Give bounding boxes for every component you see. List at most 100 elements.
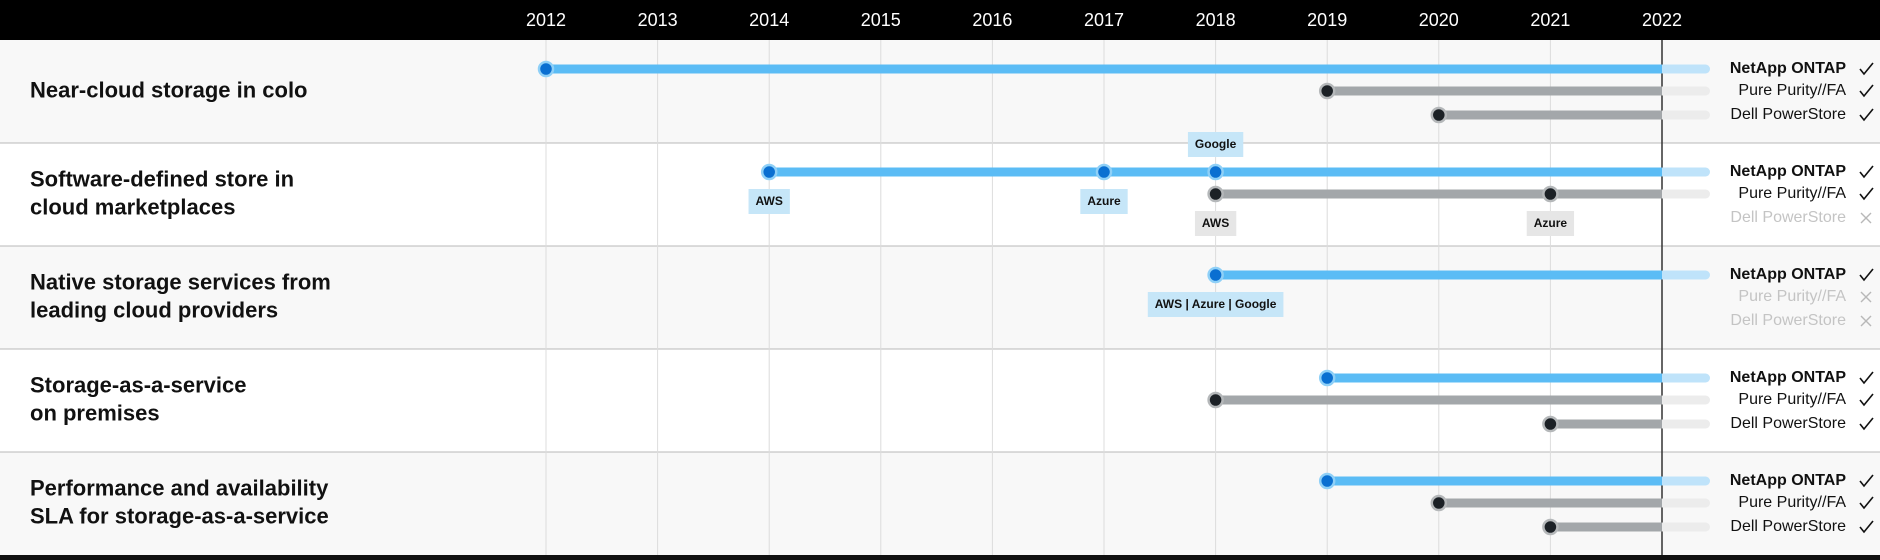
milestone-label: Google <box>1195 137 1237 151</box>
check-icon <box>1859 371 1874 385</box>
milestone-dot <box>1207 185 1224 203</box>
x-tick-label: 2021 <box>1530 10 1570 30</box>
check-icon <box>1859 520 1874 534</box>
milestone-dot <box>1542 415 1559 433</box>
cross-icon <box>1860 315 1872 327</box>
bar <box>1215 270 1662 280</box>
row-label: Software-defined store in <box>30 166 294 191</box>
row-background <box>0 246 1880 349</box>
milestone-dot <box>1318 82 1336 100</box>
milestone-dot <box>1318 472 1336 490</box>
bar-extension <box>1658 167 1710 177</box>
bar <box>1438 110 1662 120</box>
milestone-dot <box>1430 106 1448 124</box>
product-name: NetApp ONTAP <box>1730 60 1846 77</box>
bar-extension <box>1658 476 1710 486</box>
bar-extension <box>1658 498 1710 508</box>
milestone-dot <box>1430 494 1448 512</box>
milestone-label: AWS <box>756 194 783 208</box>
header-band <box>0 0 1880 40</box>
x-tick-label: 2020 <box>1419 10 1459 30</box>
bar <box>1327 476 1662 486</box>
product-name: Dell PowerStore <box>1730 209 1846 226</box>
x-tick-label: 2014 <box>749 10 789 30</box>
row-label: Near-cloud storage in colo <box>30 77 308 102</box>
milestone-label: Azure <box>1087 194 1121 208</box>
milestone-label-box <box>1194 211 1237 236</box>
product-name: NetApp ONTAP <box>1730 163 1846 180</box>
milestone-dot <box>760 163 778 181</box>
check-icon <box>1859 84 1874 98</box>
product-name: NetApp ONTAP <box>1730 266 1846 283</box>
check-icon <box>1859 496 1874 510</box>
product-name: Dell PowerStore <box>1730 106 1846 123</box>
milestone-label-box <box>748 189 790 214</box>
milestone-dot <box>1207 391 1224 409</box>
product-name: Dell PowerStore <box>1730 518 1846 535</box>
product-name: Dell PowerStore <box>1730 312 1846 329</box>
bar-extension <box>1658 86 1710 96</box>
bar <box>1550 522 1662 532</box>
bar <box>546 64 1662 74</box>
milestone-label: AWS | Azure | Google <box>1155 297 1277 311</box>
row-label: on premises <box>30 400 160 425</box>
check-icon <box>1859 108 1874 122</box>
product-name: Pure Purity//FA <box>1738 82 1846 99</box>
check-icon <box>1859 417 1874 431</box>
bar <box>1438 498 1662 508</box>
milestone-dot <box>1542 518 1559 536</box>
bar-extension <box>1658 522 1710 532</box>
bar <box>1550 419 1662 429</box>
check-icon <box>1859 62 1874 76</box>
marks: AWS Azure Google AWS Azure AWS | Azure | Goog… <box>537 60 1710 536</box>
product-name: Pure Purity//FA <box>1738 494 1846 511</box>
row-label: leading cloud providers <box>30 297 278 322</box>
bar-extension <box>1658 373 1710 383</box>
product-name: NetApp ONTAP <box>1730 472 1846 489</box>
milestone-dot <box>1542 185 1559 203</box>
milestone-dot <box>537 60 555 78</box>
x-tick-label: 2019 <box>1307 10 1347 30</box>
check-icon <box>1859 165 1874 179</box>
milestone-dot <box>1207 266 1224 284</box>
check-icon <box>1859 474 1874 488</box>
bar-extension <box>1658 189 1710 199</box>
product-name: Dell PowerStore <box>1730 415 1846 432</box>
bar <box>1215 189 1662 199</box>
check-icon <box>1859 268 1874 282</box>
bar <box>1327 86 1662 96</box>
milestone-label: Azure <box>1534 216 1568 230</box>
x-tick-label: 2013 <box>638 10 678 30</box>
milestone-label-box <box>1147 292 1284 317</box>
x-tick-label: 2015 <box>861 10 901 30</box>
bar-extension <box>1658 419 1710 429</box>
x-tick-label: 2017 <box>1084 10 1124 30</box>
product-name: Pure Purity//FA <box>1738 391 1846 408</box>
row-label: Native storage services from <box>30 269 331 294</box>
check-icon <box>1859 393 1874 407</box>
bar-extension <box>1658 270 1710 280</box>
bar-extension <box>1658 64 1710 74</box>
check-icon <box>1859 187 1874 201</box>
product-name: Pure Purity//FA <box>1738 288 1846 305</box>
milestone-label-box <box>1187 132 1244 157</box>
bar-extension <box>1658 395 1710 405</box>
x-tick-label: 2022 <box>1642 10 1682 30</box>
milestone-dot <box>1095 163 1113 181</box>
x-tick-label: 2012 <box>526 10 566 30</box>
product-name: NetApp ONTAP <box>1730 369 1846 386</box>
bar <box>1327 373 1662 383</box>
milestone-label-box <box>1080 189 1128 214</box>
cross-icon <box>1860 212 1872 224</box>
x-tick-label: 2016 <box>972 10 1012 30</box>
milestone-dot <box>1207 163 1224 181</box>
row-label: cloud marketplaces <box>30 194 235 219</box>
milestone-label-box <box>1526 211 1575 236</box>
row-label: Performance and availability <box>30 475 329 500</box>
grid <box>545 40 1663 555</box>
cross-icon <box>1860 291 1872 303</box>
bar-extension <box>1658 110 1710 120</box>
milestone-label: AWS <box>1202 216 1229 230</box>
row-label: SLA for storage-as-a-service <box>30 503 329 528</box>
